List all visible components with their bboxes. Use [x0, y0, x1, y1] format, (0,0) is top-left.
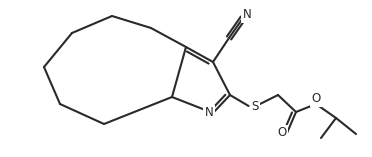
Text: O: O [278, 127, 286, 140]
Text: S: S [251, 100, 259, 113]
Text: O: O [311, 92, 321, 106]
Text: N: N [243, 8, 251, 22]
Text: N: N [205, 106, 214, 119]
